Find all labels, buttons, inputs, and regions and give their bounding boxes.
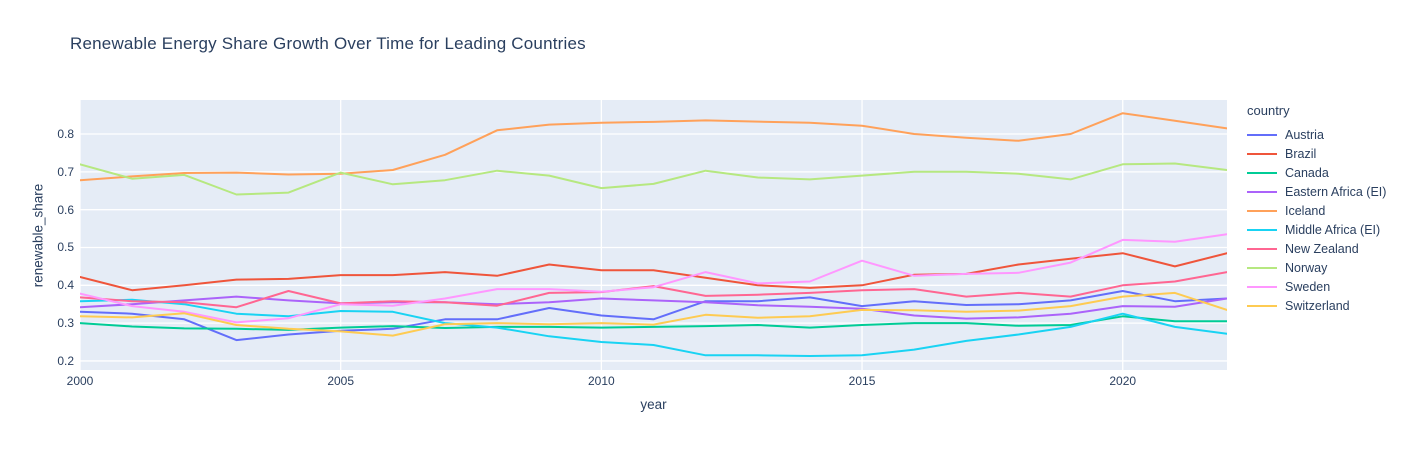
- series-line-switzerland[interactable]: [80, 291, 1227, 337]
- series-line-austria[interactable]: [80, 290, 1227, 342]
- legend-line-swatch: [1247, 133, 1277, 136]
- legend-item-label: Middle Africa (EI): [1285, 222, 1381, 237]
- legend-item-norway[interactable]: Norway: [1247, 258, 1415, 277]
- legend-item-brazil[interactable]: Brazil: [1247, 144, 1415, 163]
- legend-items: Austria Brazil Canada Eastern Africa (EI) Ic…: [1247, 125, 1415, 315]
- legend-item-label: Iceland: [1285, 203, 1326, 218]
- y-tick-label: 0.5: [57, 240, 74, 255]
- legend-item-label: Austria: [1285, 127, 1324, 142]
- legend-item-eastern-africa-ei[interactable]: Eastern Africa (EI): [1247, 182, 1415, 201]
- x-tick-label: 2000: [66, 374, 94, 388]
- series-line-middle-africa-ei[interactable]: [80, 298, 1227, 357]
- legend-item-label: Canada: [1285, 165, 1329, 180]
- y-tick-label: 0.4: [57, 278, 74, 293]
- legend: country Austria Brazil Canada Eastern Afric…: [1247, 103, 1415, 315]
- plot-area[interactable]: [80, 100, 1227, 370]
- x-tick-label: 2015: [848, 374, 876, 388]
- legend-item-new-zealand[interactable]: New Zealand: [1247, 239, 1415, 258]
- y-tick-label: 0.6: [57, 202, 74, 217]
- legend-line-swatch: [1247, 171, 1277, 174]
- legend-item-label: Eastern Africa (EI): [1285, 184, 1387, 199]
- y-tick-label: 0.3: [57, 316, 74, 331]
- series-line-sweden[interactable]: [80, 233, 1227, 324]
- x-tick-label: 2005: [327, 374, 355, 388]
- legend-line-swatch: [1247, 152, 1277, 155]
- legend-item-label: Sweden: [1285, 279, 1331, 294]
- series-line-canada[interactable]: [80, 315, 1227, 331]
- series-line-eastern-africa-ei[interactable]: [80, 295, 1227, 320]
- series-line-iceland[interactable]: [80, 112, 1227, 182]
- legend-item-austria[interactable]: Austria: [1247, 125, 1415, 144]
- legend-item-label: Brazil: [1285, 146, 1317, 161]
- legend-item-switzerland[interactable]: Switzerland: [1247, 296, 1415, 315]
- legend-item-label: Switzerland: [1285, 298, 1350, 313]
- series-line-norway[interactable]: [80, 162, 1227, 196]
- legend-line-swatch: [1247, 228, 1277, 231]
- x-axis-title: year: [640, 397, 667, 412]
- y-tick-label: 0.8: [57, 127, 74, 142]
- legend-line-swatch: [1247, 285, 1277, 288]
- x-tick-label: 2020: [1109, 374, 1137, 388]
- chart-title: Renewable Energy Share Growth Over Time …: [70, 34, 586, 53]
- x-tick-label: 2010: [588, 374, 615, 388]
- legend-item-canada[interactable]: Canada: [1247, 163, 1415, 182]
- y-tick-label: 0.2: [57, 353, 74, 368]
- legend-line-swatch: [1247, 209, 1277, 212]
- legend-item-middle-africa-ei[interactable]: Middle Africa (EI): [1247, 220, 1415, 239]
- y-tick-label: 0.7: [57, 164, 74, 179]
- legend-item-label: New Zealand: [1285, 241, 1359, 256]
- legend-item-sweden[interactable]: Sweden: [1247, 277, 1415, 296]
- series-line-new-zealand[interactable]: [80, 271, 1227, 309]
- legend-line-swatch: [1247, 247, 1277, 250]
- legend-line-swatch: [1247, 190, 1277, 193]
- legend-item-label: Norway: [1285, 260, 1328, 275]
- series-line-brazil[interactable]: [80, 252, 1227, 292]
- legend-item-iceland[interactable]: Iceland: [1247, 201, 1415, 220]
- y-axis-title: renewable_share: [30, 183, 46, 288]
- legend-line-swatch: [1247, 266, 1277, 269]
- legend-title: country: [1247, 103, 1290, 118]
- legend-line-swatch: [1247, 304, 1277, 307]
